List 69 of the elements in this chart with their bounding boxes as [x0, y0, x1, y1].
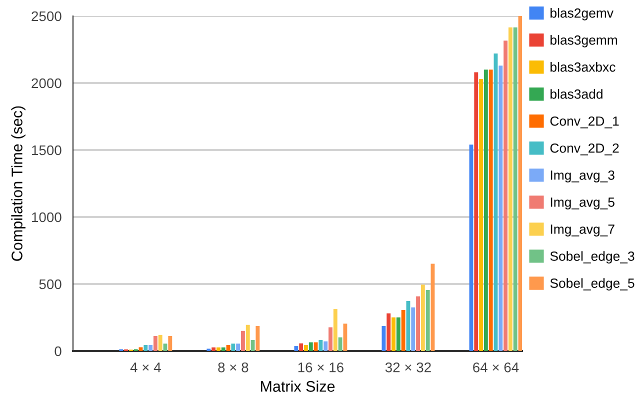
bar — [396, 317, 400, 351]
bar — [148, 344, 153, 351]
bar — [406, 301, 410, 351]
bar — [382, 326, 386, 351]
bar — [504, 40, 508, 351]
bar — [426, 290, 430, 351]
bar — [304, 344, 308, 351]
y-tick-label: 500 — [39, 279, 62, 290]
y-tick-label: 1000 — [32, 212, 62, 222]
bar — [212, 347, 216, 351]
bar — [158, 334, 162, 351]
legend-label: Sobel_edge_3 — [550, 251, 634, 264]
bar — [221, 347, 226, 351]
bar — [294, 346, 298, 351]
y-axis-title: Compilation Time (sec) — [11, 106, 26, 261]
x-axis-title: Matrix Size — [260, 380, 335, 392]
bar — [392, 317, 396, 351]
bar — [518, 16, 522, 351]
bar — [333, 309, 338, 351]
legend-label: blas2gemv — [550, 8, 614, 20]
bar — [343, 324, 348, 351]
bar — [498, 66, 503, 351]
y-tick-label: 2500 — [32, 11, 62, 22]
bar — [474, 72, 478, 351]
bar — [163, 344, 168, 351]
bar — [299, 343, 304, 351]
x-tick-label: 32 × 32 — [385, 362, 431, 372]
bar — [484, 70, 488, 351]
bar — [479, 78, 484, 351]
bar — [144, 344, 148, 351]
bar — [328, 327, 332, 351]
legend-label: Img_avg_3 — [550, 170, 614, 182]
legend-label: blas3add — [550, 89, 602, 99]
bar — [168, 336, 172, 351]
bar — [420, 284, 425, 351]
legend-label: blas3axbxc — [550, 62, 616, 72]
bar — [324, 341, 328, 351]
bar — [386, 313, 391, 351]
bar — [401, 310, 406, 351]
bar — [488, 70, 493, 351]
y-tick-label: 2000 — [32, 78, 62, 88]
x-tick-label: 4 × 4 — [130, 362, 161, 372]
legend-label: Conv_2D_1 — [550, 116, 619, 128]
bar — [236, 344, 240, 351]
legend-label: Conv_2D_2 — [550, 143, 619, 156]
legend-label: Img_avg_7 — [550, 224, 614, 236]
bar — [308, 342, 313, 351]
bar — [256, 326, 260, 351]
bar — [416, 296, 420, 351]
bar — [153, 336, 158, 351]
legend-label: Sobel_edge_5 — [550, 278, 634, 290]
bar — [338, 337, 342, 351]
legend-label: blas3gemm — [550, 35, 618, 48]
x-tick-label: 16 × 16 — [298, 362, 344, 372]
y-tick-label: 0 — [54, 346, 62, 356]
bar — [318, 340, 323, 351]
bar — [138, 347, 143, 351]
bar — [411, 307, 416, 351]
bar — [216, 347, 220, 351]
bar — [513, 27, 518, 351]
x-tick-label: 64 × 64 — [473, 362, 519, 372]
bar — [246, 324, 250, 351]
x-tick-label: 8 × 8 — [218, 362, 248, 372]
bar — [314, 342, 318, 351]
bar — [241, 330, 245, 351]
bar — [231, 344, 236, 351]
legend-label: Img_avg_5 — [550, 198, 614, 210]
y-tick-label: 1500 — [32, 145, 62, 156]
bar — [508, 27, 512, 351]
